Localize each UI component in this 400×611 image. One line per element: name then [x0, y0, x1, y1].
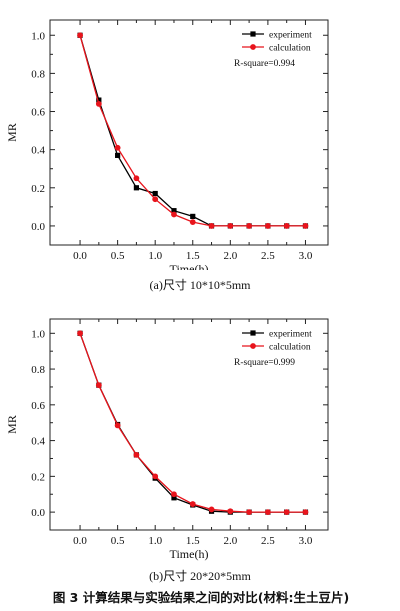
y-tick-label: 0.0: [31, 221, 45, 233]
plot-frame: [49, 19, 329, 246]
calculation-point: [95, 382, 102, 389]
x-axis-label: Time(h): [170, 262, 209, 270]
calculation-point: [133, 451, 140, 458]
y-tick-label: 0.2: [31, 471, 45, 483]
y-tick-label: 0.6: [31, 107, 45, 119]
calculation-point: [264, 223, 271, 229]
calculation-point: [171, 491, 177, 498]
chart-panel-a: 0.0 0.5 1.0 1.5 2.0 2.5 3.0 0.0 0.2 0.4 0.6 0.8 1.0 T…: [0, 0, 400, 300]
figure-caption: 图 3 计算结果与实验结果之间的对比(材料:生土豆片): [52, 590, 350, 605]
legend-label: calculation: [269, 343, 311, 353]
calculation-point: [227, 223, 234, 229]
calculation-point: [189, 219, 196, 226]
calculation-point: [171, 211, 177, 218]
calculation-point: [133, 175, 140, 182]
y-tick-label: 0.8: [31, 68, 45, 80]
calculation-point: [246, 509, 253, 516]
y-tick-label: 0.6: [31, 400, 45, 412]
experiment-point: [96, 97, 102, 103]
x-tick-label: 2.0: [223, 535, 237, 547]
x-tick-label: 2.5: [261, 250, 275, 262]
y-tick-label: 0.4: [31, 145, 45, 157]
legend-marker: [250, 330, 256, 336]
y-tick-label: 0.2: [31, 183, 45, 195]
calculation-point: [114, 422, 121, 429]
x-tick-label: 1.5: [186, 250, 200, 262]
calculation-point: [208, 223, 215, 229]
calculation-point: [246, 223, 253, 229]
caption-a: (a)尺寸 10*10*5mm: [149, 278, 251, 292]
calculation-point: [152, 473, 159, 480]
y-tick-label: 1.0: [31, 30, 45, 42]
caption-b: (b)尺寸 20*20*5mm: [149, 569, 251, 583]
experiment-point: [190, 213, 196, 219]
legend-marker: [250, 31, 256, 37]
x-tick-label: 3.0: [299, 535, 313, 547]
experiment-point: [152, 190, 158, 197]
legend-label: experiment: [269, 31, 312, 41]
calculation-point: [152, 196, 159, 203]
chart-a: 0.0 0.5 1.0 1.5 2.0 2.5 3.0 0.0 0.2 0.4 0.6 0.8 1.0 T…: [5, 19, 329, 276]
x-tick-label: 1.0: [148, 250, 162, 262]
x-axis-label: Time(h): [170, 547, 209, 561]
x-tick-label: 0.5: [111, 535, 125, 547]
calculation-point: [77, 32, 83, 39]
x-tick-label: 1.0: [148, 535, 162, 547]
r-square-annotation: R-square=0.999: [234, 358, 295, 368]
chart-b: 0.0 0.5 1.0 1.5 2.0 2.5 3.0 0.0 0.2 0.4 0.6 0.8 1.0 T…: [5, 318, 329, 561]
y-tick-label: 0.8: [31, 364, 45, 376]
calculation-point: [77, 330, 83, 337]
x-tick-label: 1.5: [186, 535, 200, 547]
y-tick-label: 0.4: [31, 436, 45, 448]
y-tick-label: 0.0: [31, 507, 45, 519]
calculation-point: [302, 223, 309, 229]
experiment-point: [171, 495, 177, 501]
y-axis-label: MR: [5, 123, 19, 142]
experiment-point: [115, 152, 121, 158]
chart-panel-b: 0.0 0.5 1.0 1.5 2.0 2.5 3.0 0.0 0.2 0.4 0.6 0.8 1.0 T…: [0, 305, 400, 585]
legend-marker: [250, 343, 256, 349]
calculation-point: [189, 501, 196, 507]
calculation-point: [208, 506, 215, 513]
calculation-point: [95, 100, 102, 107]
legend-marker: [250, 44, 256, 50]
calculation-point: [283, 223, 290, 229]
x-tick-label: 2.5: [261, 535, 275, 547]
calculation-point: [283, 509, 290, 516]
experiment-point: [133, 185, 140, 191]
x-tick-label: 3.0: [299, 250, 313, 262]
calculation-point: [302, 509, 309, 516]
legend-label: calculation: [269, 44, 311, 54]
experiment-point: [171, 208, 177, 214]
x-tick-label: 0.5: [111, 250, 125, 262]
y-tick-label: 1.0: [31, 328, 45, 340]
calculation-point: [227, 508, 234, 515]
r-square-annotation: R-square=0.994: [234, 59, 295, 69]
x-tick-label: 0.0: [73, 535, 87, 547]
calculation-point: [264, 509, 271, 516]
y-axis-label: MR: [5, 415, 19, 434]
legend-label: experiment: [269, 330, 312, 340]
calculation-point: [114, 144, 121, 151]
x-tick-label: 2.0: [223, 250, 237, 262]
plot-frame: [49, 318, 329, 531]
x-tick-label: 0.0: [73, 250, 87, 262]
